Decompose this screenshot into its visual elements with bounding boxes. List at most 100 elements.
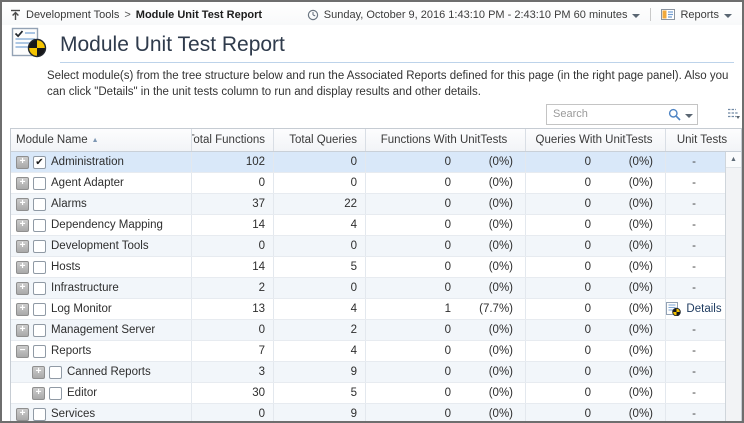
expand-toggle-icon[interactable]: + bbox=[16, 260, 29, 274]
row-checkbox[interactable] bbox=[49, 386, 62, 400]
row-checkbox[interactable] bbox=[33, 344, 46, 358]
expand-toggle-icon[interactable]: + bbox=[16, 323, 29, 337]
functions-with-unittests-cell: 0 (0%) bbox=[365, 341, 525, 362]
table-row[interactable]: + Log Monitor 13 4 1 (7.7%) 0 (0%) Detai… bbox=[11, 299, 725, 321]
details-report-icon[interactable] bbox=[666, 302, 682, 317]
column-header[interactable]: Total Queries bbox=[273, 129, 365, 152]
total-functions-cell: 7 bbox=[191, 341, 273, 362]
row-checkbox[interactable] bbox=[33, 239, 46, 253]
expand-toggle-icon[interactable]: − bbox=[16, 344, 29, 358]
expand-toggle-icon[interactable]: + bbox=[16, 302, 29, 316]
column-menu-icon[interactable] bbox=[727, 107, 740, 120]
column-header[interactable]: Functions With UnitTests bbox=[365, 129, 525, 152]
total-functions-cell: 14 bbox=[191, 215, 273, 236]
title-underline: Module Unit Test Report bbox=[60, 27, 734, 63]
row-checkbox[interactable] bbox=[33, 281, 46, 295]
row-checkbox[interactable] bbox=[49, 365, 62, 379]
table-row[interactable]: + Services 0 9 0 (0%) 0 (0%) - bbox=[11, 404, 725, 421]
scrollbar-track[interactable] bbox=[726, 168, 741, 421]
functions-with-unittests-pct: (0%) bbox=[488, 345, 513, 358]
table-row[interactable]: + Development Tools 0 0 0 (0%) 0 (0%) - bbox=[11, 236, 725, 258]
row-checkbox[interactable] bbox=[33, 218, 46, 232]
expand-toggle-icon[interactable]: + bbox=[16, 239, 29, 253]
module-name: Editor bbox=[67, 387, 98, 400]
module-name: Log Monitor bbox=[51, 303, 112, 316]
row-checkbox[interactable] bbox=[33, 176, 46, 190]
queries-with-unittests-count: 0 bbox=[584, 261, 591, 274]
column-header[interactable]: Module Name ▲ bbox=[11, 129, 191, 151]
expand-toggle-icon[interactable]: + bbox=[32, 365, 45, 379]
expand-toggle-icon[interactable]: + bbox=[16, 281, 29, 295]
expand-toggle-icon[interactable]: + bbox=[16, 218, 29, 232]
reports-menu-label[interactable]: Reports bbox=[680, 8, 719, 21]
functions-with-unittests-pct: (0%) bbox=[488, 408, 513, 421]
column-header-label: Total Queries bbox=[289, 134, 357, 147]
module-name-cell: + Agent Adapter bbox=[11, 173, 191, 193]
functions-with-unittests-pct: (0%) bbox=[488, 156, 513, 169]
search-box bbox=[546, 103, 698, 125]
table-row[interactable]: + ✔ Administration 102 0 0 (0%) 0 (0%) - bbox=[11, 152, 725, 174]
queries-with-unittests-cell: 0 (0%) bbox=[525, 194, 665, 215]
expand-toggle-icon[interactable]: + bbox=[16, 407, 29, 421]
total-functions-cell: 0 bbox=[191, 404, 273, 421]
table-row[interactable]: + Canned Reports 3 9 0 (0%) 0 (0%) - bbox=[11, 362, 725, 384]
details-link[interactable]: Details bbox=[686, 303, 722, 316]
row-checkbox[interactable] bbox=[33, 323, 46, 337]
expand-toggle-icon[interactable]: + bbox=[32, 386, 45, 400]
queries-with-unittests-cell: 0 (0%) bbox=[525, 404, 665, 421]
clock-icon bbox=[307, 9, 319, 21]
row-checkbox[interactable] bbox=[33, 407, 46, 421]
table-row[interactable]: + Management Server 0 2 0 (0%) 0 (0%) - bbox=[11, 320, 725, 342]
queries-with-unittests-count: 0 bbox=[584, 387, 591, 400]
total-queries-cell: 0 bbox=[273, 173, 365, 194]
expand-toggle-icon[interactable]: + bbox=[16, 176, 29, 190]
row-checkbox[interactable] bbox=[33, 197, 46, 211]
vertical-scrollbar[interactable]: ▲ bbox=[725, 152, 741, 421]
table-row[interactable]: + Alarms 37 22 0 (0%) 0 (0%) - bbox=[11, 194, 725, 216]
module-name-cell: − Reports bbox=[11, 341, 191, 361]
column-header[interactable]: Unit Tests bbox=[665, 129, 741, 152]
functions-with-unittests-pct: (0%) bbox=[488, 219, 513, 232]
search-icon[interactable] bbox=[668, 108, 681, 121]
time-range-label[interactable]: Sunday, October 9, 2016 1:43:10 PM - 2:4… bbox=[323, 8, 628, 21]
column-header[interactable]: Queries With UnitTests bbox=[525, 129, 665, 152]
reports-dropdown-arrow[interactable] bbox=[724, 13, 732, 18]
table-row[interactable]: + Editor 30 5 0 (0%) 0 (0%) - bbox=[11, 383, 725, 405]
queries-with-unittests-cell: 0 (0%) bbox=[525, 173, 665, 194]
expand-toggle-icon[interactable]: + bbox=[16, 197, 29, 211]
breadcrumb-parent[interactable]: Development Tools bbox=[26, 8, 120, 21]
row-checkbox[interactable]: ✔ bbox=[33, 155, 46, 169]
unit-tests-cell: - bbox=[665, 320, 725, 341]
scroll-up-arrow-icon[interactable]: ▲ bbox=[726, 152, 741, 169]
total-queries-cell: 5 bbox=[273, 257, 365, 278]
queries-with-unittests-count: 0 bbox=[584, 240, 591, 253]
queries-with-unittests-pct: (0%) bbox=[628, 261, 653, 274]
table-row[interactable]: + Hosts 14 5 0 (0%) 0 (0%) - bbox=[11, 257, 725, 279]
queries-with-unittests-pct: (0%) bbox=[628, 408, 653, 421]
queries-with-unittests-pct: (0%) bbox=[628, 240, 653, 253]
table-row[interactable]: + Infrastructure 2 0 0 (0%) 0 (0%) - bbox=[11, 278, 725, 300]
search-options-arrow[interactable] bbox=[685, 113, 693, 118]
total-queries-cell: 5 bbox=[273, 383, 365, 404]
row-checkbox[interactable] bbox=[33, 260, 46, 274]
total-functions-cell: 2 bbox=[191, 278, 273, 299]
table-row[interactable]: + Dependency Mapping 14 4 0 (0%) 0 (0%) … bbox=[11, 215, 725, 237]
search-input[interactable] bbox=[546, 103, 698, 125]
expand-toggle-icon[interactable]: + bbox=[16, 155, 29, 169]
functions-with-unittests-pct: (0%) bbox=[488, 198, 513, 211]
total-functions-cell: 0 bbox=[191, 236, 273, 257]
functions-with-unittests-cell: 0 (0%) bbox=[365, 383, 525, 404]
up-level-icon[interactable] bbox=[10, 9, 21, 21]
time-range-dropdown-arrow[interactable] bbox=[632, 13, 641, 18]
module-table: Module Name ▲ Total Functions Total Quer… bbox=[10, 128, 742, 421]
module-name-cell: + Services bbox=[11, 404, 191, 421]
functions-with-unittests-count: 1 bbox=[444, 303, 451, 316]
table-row[interactable]: − Reports 7 4 0 (0%) 0 (0%) - bbox=[11, 341, 725, 363]
column-header[interactable]: Total Functions bbox=[191, 129, 273, 152]
functions-with-unittests-cell: 1 (7.7%) bbox=[365, 299, 525, 320]
functions-with-unittests-cell: 0 (0%) bbox=[365, 257, 525, 278]
row-checkbox[interactable] bbox=[33, 302, 46, 316]
functions-with-unittests-count: 0 bbox=[444, 240, 451, 253]
table-row[interactable]: + Agent Adapter 0 0 0 (0%) 0 (0%) - bbox=[11, 173, 725, 195]
